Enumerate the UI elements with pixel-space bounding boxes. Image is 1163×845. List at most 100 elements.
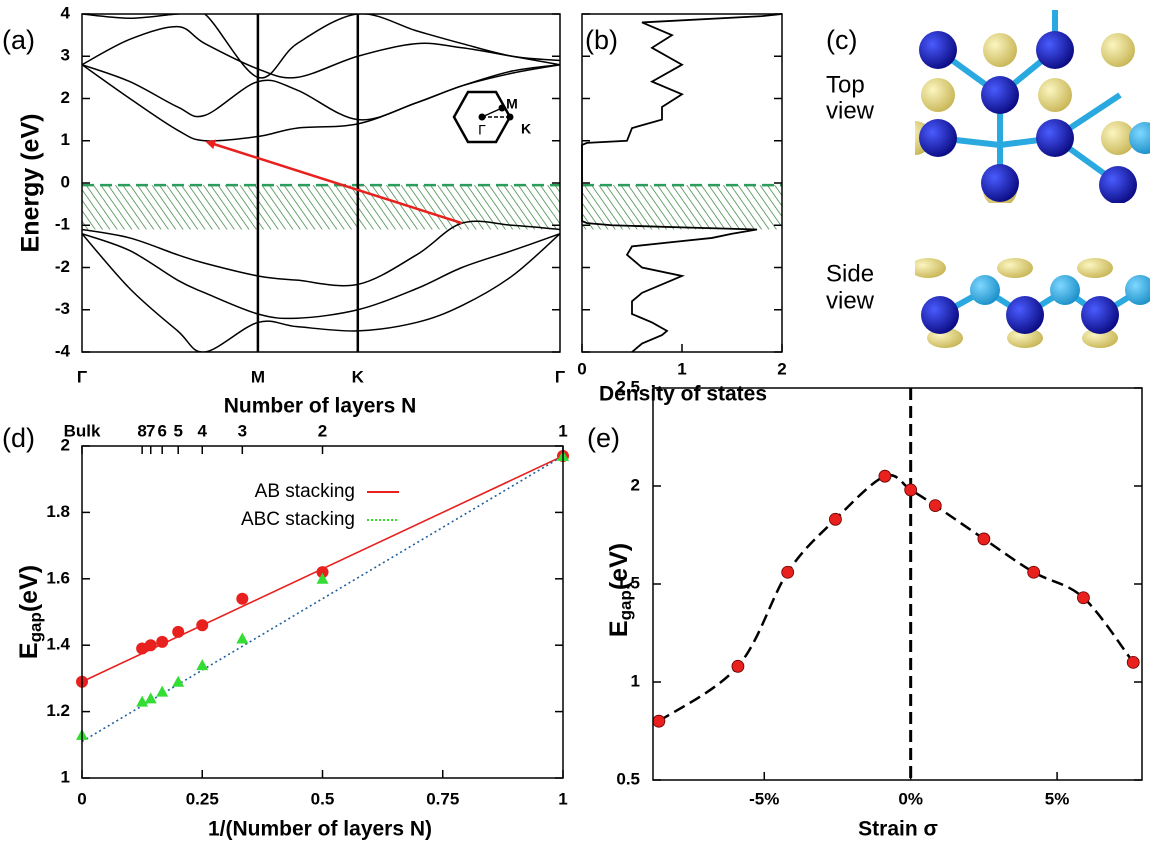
marker: [156, 685, 169, 697]
brillouin-zone-inset: [452, 90, 514, 144]
marker: [652, 714, 666, 728]
sulfur-atom: [1101, 33, 1135, 67]
chalcogen-atom: [1125, 275, 1150, 305]
marker: [928, 499, 942, 513]
y-tick-label: 2: [61, 88, 70, 107]
x-axis-label: Strain σ: [858, 818, 938, 841]
y-tick-label: 0.5: [616, 769, 640, 788]
y-tick-label: -1: [55, 215, 70, 234]
y-axis-label: Egap(eV): [15, 565, 46, 659]
plot-frame: [81, 13, 561, 353]
panel-label: (d): [2, 423, 35, 453]
x-tick-label: -5%: [749, 789, 779, 808]
y-axis-label: Egap(eV): [605, 543, 636, 637]
marker: [316, 566, 329, 579]
x-tick-label: 0.75: [426, 789, 459, 808]
marker: [172, 675, 185, 687]
sulfur-atom: [1007, 328, 1043, 348]
y-tick-label: 2: [61, 435, 70, 454]
marker: [172, 625, 185, 638]
view-label: Top: [826, 71, 865, 98]
x-tick-label: K: [352, 367, 365, 386]
sulfur-atom: [1077, 258, 1113, 278]
band: [82, 233, 560, 352]
y-tick-label: 1.5: [616, 573, 640, 592]
marker: [316, 572, 329, 584]
x-tick-label: 0: [77, 789, 86, 808]
side-view: [915, 258, 1150, 348]
marker: [977, 532, 991, 546]
sulfur-atom: [1038, 78, 1072, 112]
y-tick-label: 1.2: [46, 701, 70, 720]
x-tick-label: 1: [558, 789, 567, 808]
marker: [878, 469, 892, 483]
y-tick-label: 0: [61, 172, 70, 191]
y-tick-label: 3: [61, 46, 70, 65]
band: [82, 220, 560, 287]
inset-label: Γ: [478, 122, 486, 138]
gap-curve: [658, 473, 1135, 723]
gap-region: [582, 185, 782, 230]
band: [82, 25, 560, 79]
inset-label: K: [521, 121, 531, 137]
metal-atom: [981, 164, 1019, 202]
y-tick-label: 2.5: [616, 377, 640, 396]
bands: [82, 14, 560, 352]
chalcogen-atom: [1050, 275, 1080, 305]
sulfur-atom: [1101, 121, 1135, 155]
sulfur-atom: [1082, 328, 1118, 348]
metal-atom: [919, 31, 957, 69]
x2-tick-label: Bulk: [64, 421, 101, 440]
label-sub: gap: [26, 612, 45, 642]
x2-tick-label: 7: [146, 421, 155, 440]
y-tick-label: 2: [631, 475, 640, 494]
label-unit: (eV): [605, 543, 633, 590]
y-tick-label: 1: [61, 130, 70, 149]
metal-atom: [1036, 31, 1074, 69]
view-label: view: [826, 97, 875, 124]
panel-label: (e): [587, 423, 620, 453]
y-tick-label: 1.4: [46, 635, 70, 654]
y-tick-label: -3: [55, 299, 70, 318]
legend-label: AB stacking: [255, 481, 355, 502]
panel-label: (b): [585, 25, 618, 55]
panel-label: (c): [826, 25, 857, 55]
x2-tick-label: 8: [137, 421, 146, 440]
marker: [196, 619, 209, 632]
label-unit: (eV): [15, 565, 43, 612]
legend-label: ABC stacking: [241, 509, 355, 530]
y-tick-label: -4: [55, 341, 71, 360]
metal-atom: [921, 296, 959, 334]
x-tick-label: 0.5: [311, 789, 335, 808]
marker: [144, 639, 157, 652]
x-tick-label: Γ: [555, 367, 565, 386]
dos-curve: [581, 13, 783, 353]
sulfur-atom: [997, 258, 1033, 278]
label-sub: gap: [616, 590, 635, 620]
marker: [904, 483, 918, 497]
marker: [236, 632, 249, 644]
metal-atom: [1099, 166, 1137, 203]
view-label: view: [826, 287, 875, 314]
sulfur-atom: [921, 78, 955, 112]
y-tick-label: 1: [61, 767, 70, 786]
label-main: E: [605, 620, 633, 637]
x2-tick-label: 5: [173, 421, 182, 440]
marker: [781, 565, 795, 579]
metal-atom: [1081, 296, 1119, 334]
marker: [731, 659, 745, 673]
y-axis-label: Energy (eV): [17, 114, 45, 253]
marker: [829, 512, 842, 526]
view-label: Side: [826, 260, 874, 287]
y-tick-label: 1: [631, 671, 640, 690]
chalcogen-atom: [970, 275, 1000, 305]
fit-line: [81, 455, 564, 743]
x2-tick-label: 4: [198, 421, 208, 440]
metal-atom: [981, 76, 1019, 114]
y-tick-label: -2: [55, 257, 70, 276]
metal-atom: [1006, 296, 1044, 334]
marker: [236, 592, 249, 605]
metal-atom: [1129, 122, 1150, 154]
x-tick-label: 0.25: [186, 789, 219, 808]
